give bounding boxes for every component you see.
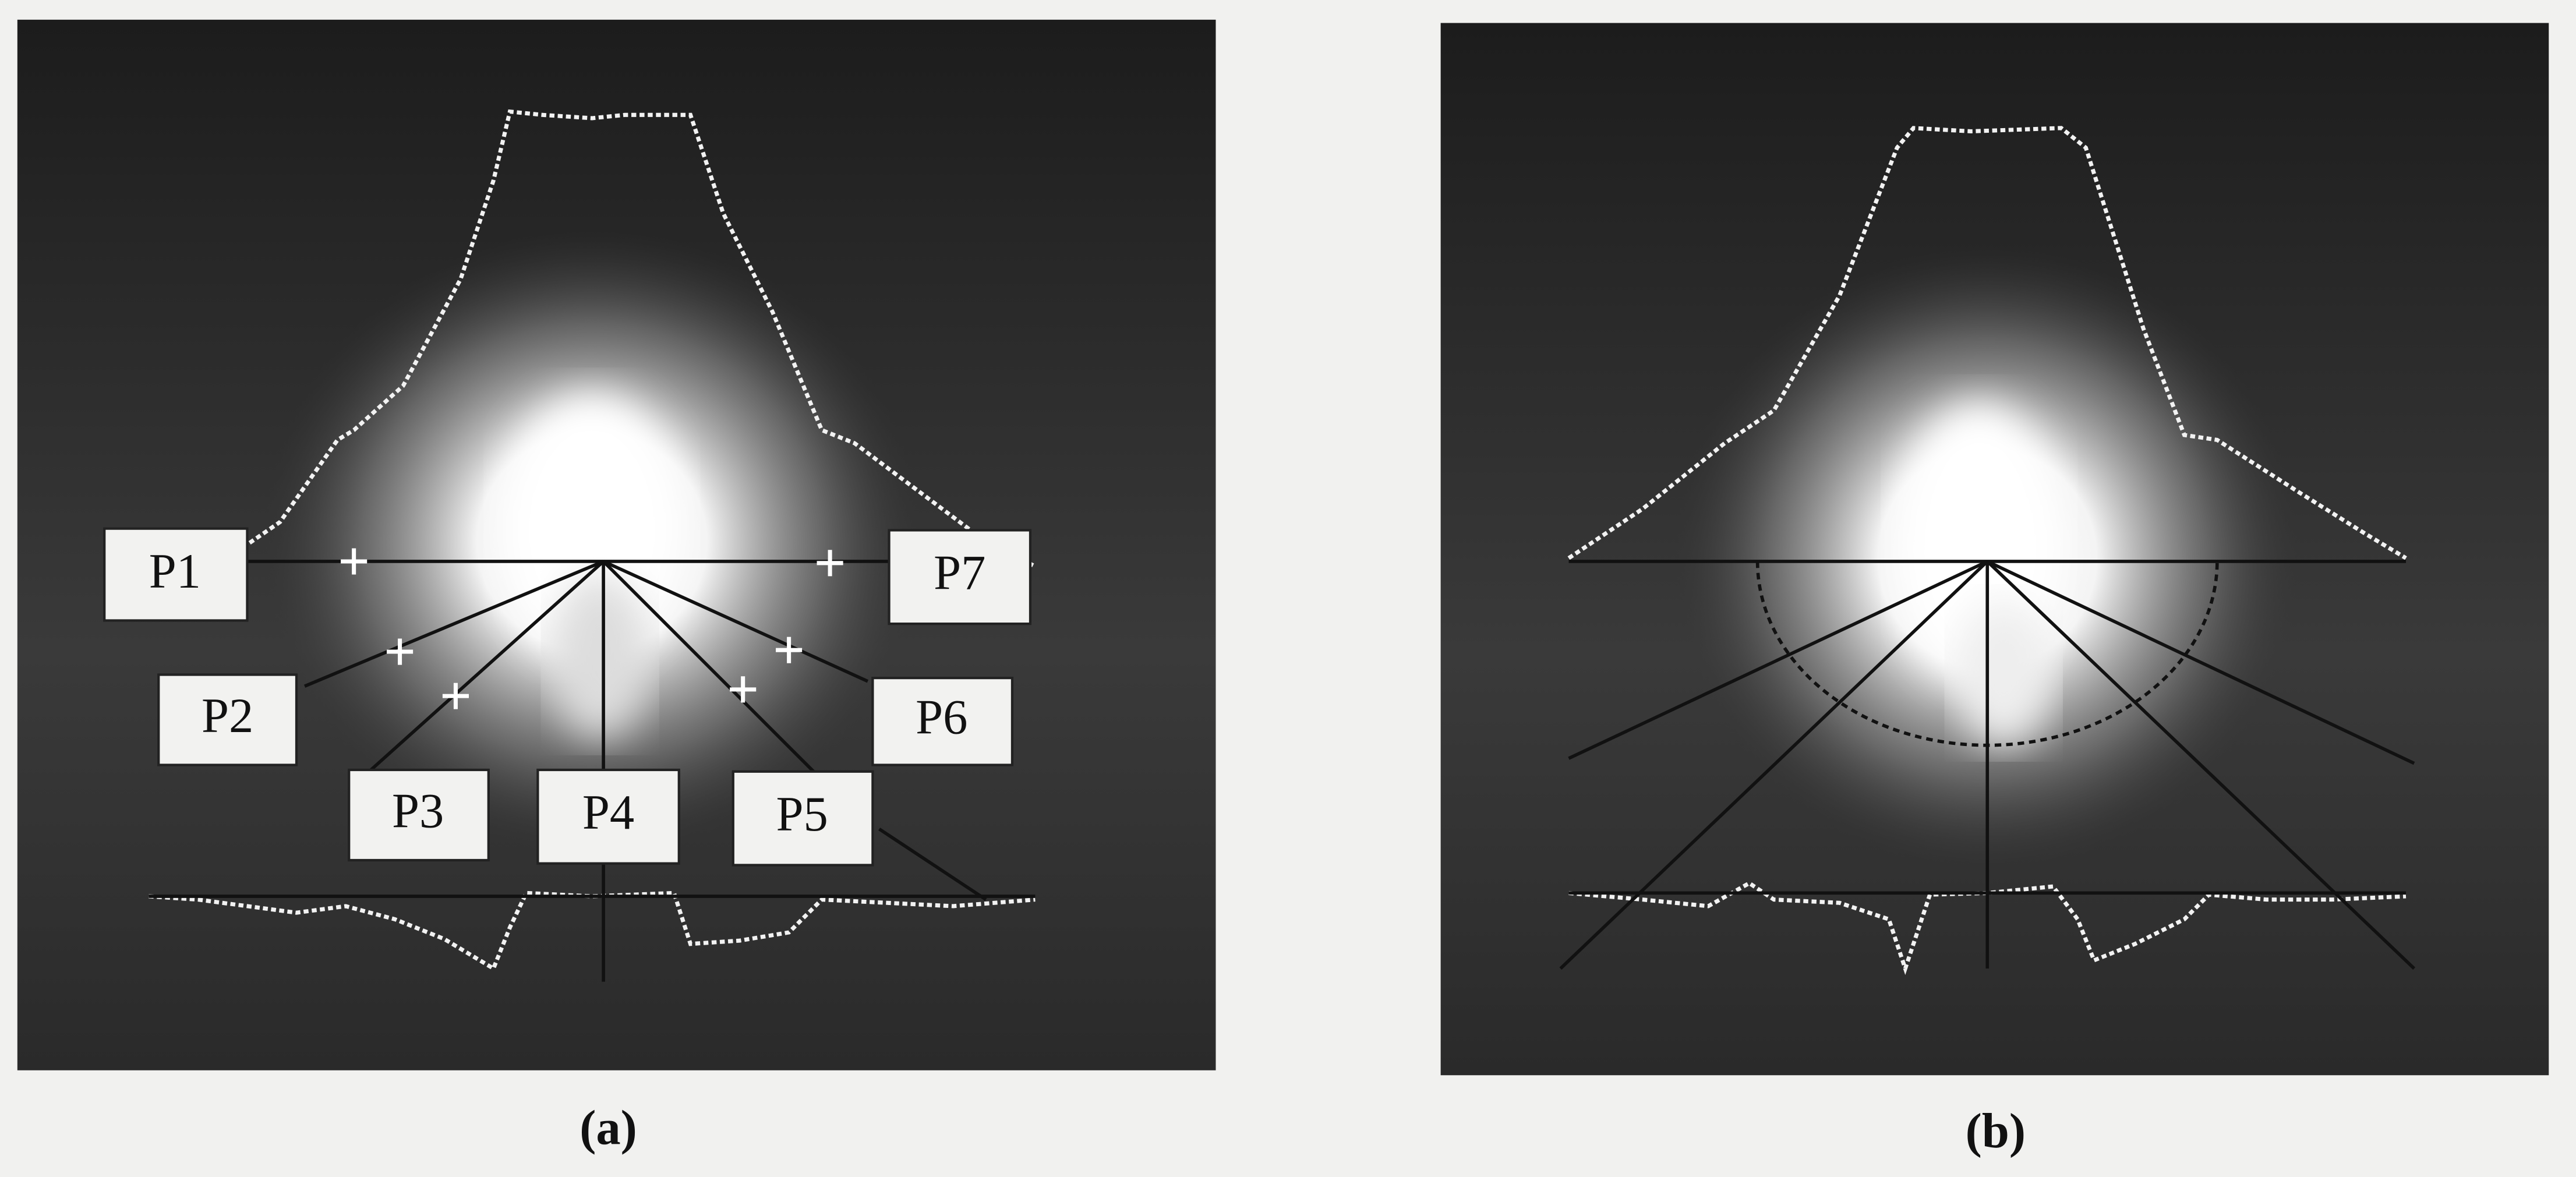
point-label: P5 bbox=[776, 787, 828, 842]
caption: (b) bbox=[1966, 1104, 2026, 1158]
point-label: P7 bbox=[934, 546, 985, 600]
point-label: P4 bbox=[582, 786, 634, 840]
arc-core bbox=[1955, 599, 2053, 747]
point-label: P6 bbox=[916, 691, 967, 745]
panel-a: P1 P2 P3 P4 P5 P6 P7 (a) bbox=[17, 20, 1216, 1155]
arc-core bbox=[551, 575, 649, 739]
figure: P1 P2 P3 P4 P5 P6 P7 (a) (b) bbox=[0, 0, 2576, 1177]
point-label: P1 bbox=[149, 545, 201, 599]
caption: (a) bbox=[579, 1101, 637, 1155]
point-label: P2 bbox=[202, 689, 253, 743]
panel-b: (b) bbox=[1441, 23, 2549, 1158]
point-label: P3 bbox=[392, 784, 444, 838]
